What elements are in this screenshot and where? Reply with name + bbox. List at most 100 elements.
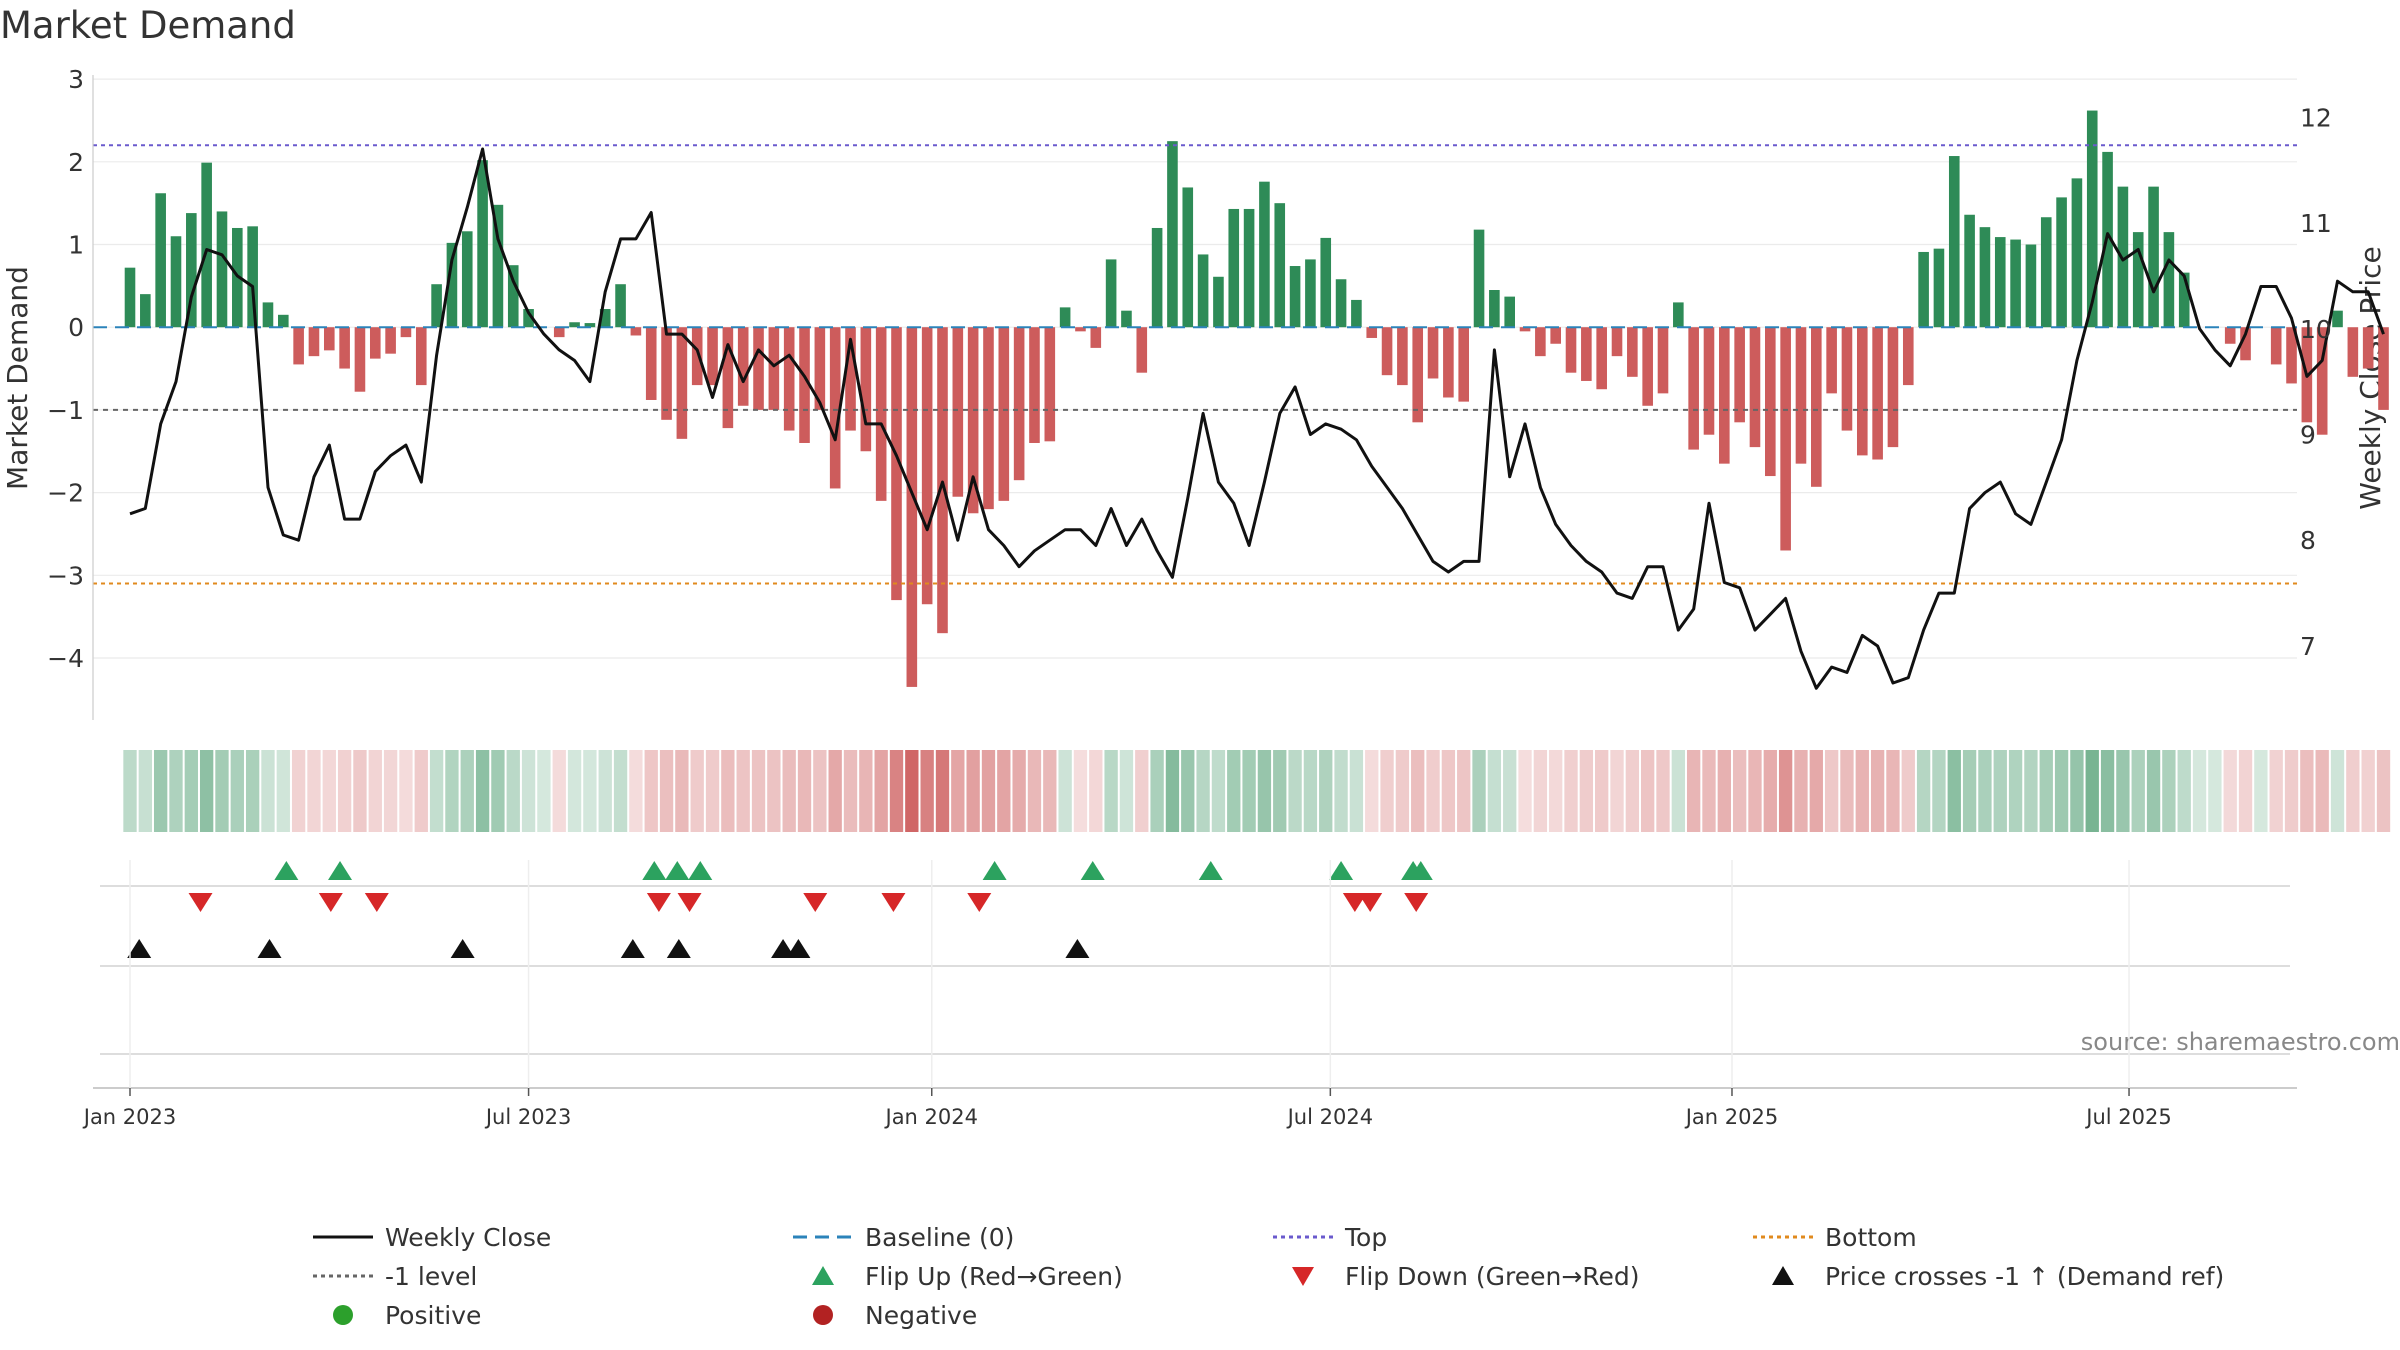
demand-bar-negative	[553, 327, 565, 338]
heat-cell	[1058, 750, 1072, 832]
flip-up-marker	[982, 861, 1007, 880]
demand-bar-positive	[1918, 251, 1929, 328]
flip-down-marker	[1342, 893, 1367, 912]
demand-bar-positive	[1121, 310, 1132, 328]
legend-swatch	[1292, 1267, 1314, 1286]
heat-cell	[567, 750, 582, 832]
demand-bar-negative	[1427, 327, 1439, 379]
heat-cell	[1855, 750, 1869, 832]
demand-bar-positive	[2178, 272, 2190, 328]
heat-cell	[905, 750, 919, 832]
heat-cell	[1319, 750, 1333, 832]
y-tick-label-right: 12	[2300, 103, 2332, 132]
demand-bar-positive	[1504, 296, 1515, 328]
heat-cell	[1089, 750, 1103, 832]
heat-cell	[429, 750, 444, 832]
heat-cell	[1012, 750, 1026, 832]
demand-heat-strip	[123, 750, 2391, 832]
demand-bar-negative	[1044, 327, 1056, 442]
heat-cell	[920, 750, 934, 832]
legend-swatch	[333, 1305, 353, 1325]
demand-bar-positive	[2056, 197, 2067, 328]
heat-cell	[997, 750, 1011, 832]
heat-cell	[874, 750, 888, 832]
x-tick-label: Jul 2023	[484, 1105, 571, 1129]
demand-bar-negative	[1902, 327, 1914, 386]
heat-cell	[721, 750, 735, 832]
reference-lines	[93, 144, 2297, 585]
heat-cell	[2208, 750, 2222, 832]
heat-cell	[1671, 750, 1685, 832]
heat-cell	[705, 750, 720, 832]
heat-cell	[2131, 750, 2145, 832]
demand-bar-negative	[1887, 327, 1899, 448]
heat-cell	[2238, 750, 2253, 832]
y-tick-label-left: −3	[47, 561, 84, 590]
demand-bar-positive	[461, 231, 473, 328]
demand-bar-negative	[707, 327, 718, 386]
demand-bar-negative	[1872, 327, 1883, 460]
heat-cell	[951, 750, 965, 832]
flip-up-marker	[274, 861, 299, 880]
demand-bar-positive	[2071, 178, 2083, 328]
y-tick-label-right: 10	[2300, 315, 2332, 344]
flip-down-marker	[318, 893, 343, 912]
demand-bar-positive	[1259, 181, 1270, 328]
price-cross-marker	[620, 939, 645, 958]
legend-label: Top	[1344, 1223, 1387, 1252]
demand-bar-negative	[308, 327, 320, 357]
demand-bar-negative	[1090, 327, 1102, 348]
heat-cell	[1901, 750, 1915, 832]
legend: Weekly Close Baseline (0) Top Bottom -1 leve…	[313, 1223, 2224, 1330]
demand-bar-negative	[1412, 327, 1424, 423]
heat-cell	[337, 750, 352, 832]
heat-cell	[598, 750, 612, 832]
demand-bar-negative	[952, 327, 964, 497]
demand-bar-negative	[921, 327, 933, 605]
legend-item: Baseline (0)	[793, 1223, 1014, 1252]
demand-bar-negative	[2224, 327, 2236, 344]
heat-cell	[1303, 750, 1318, 832]
heat-cell	[629, 750, 643, 832]
price-cross-marker	[786, 939, 811, 958]
y-axis-left-label: Market Demand	[1, 266, 34, 490]
heat-cell	[2223, 750, 2237, 832]
heat-cell	[1135, 750, 1149, 832]
y-tick-label-right: 7	[2300, 632, 2316, 661]
legend-swatch	[813, 1305, 833, 1325]
flip-down-marker	[364, 893, 389, 912]
flip-up-marker	[328, 861, 353, 880]
demand-bar-negative	[722, 327, 734, 429]
demand-bar-positive	[2025, 244, 2037, 328]
demand-bar-positive	[2086, 110, 2098, 328]
heat-cell	[751, 750, 766, 832]
heat-cell	[537, 750, 551, 832]
demand-bar-negative	[967, 327, 979, 514]
y-tick-label-left: −1	[47, 396, 84, 425]
heat-cell	[2254, 750, 2268, 832]
legend-item: Price crosses -1 ↑ (Demand ref)	[1772, 1262, 2224, 1291]
heat-cell	[123, 750, 137, 832]
heat-cell	[2100, 750, 2115, 832]
heat-cell	[1794, 750, 1808, 832]
demand-bar-positive	[615, 284, 626, 328]
demand-bar-positive	[186, 213, 197, 328]
heat-cell	[1334, 750, 1348, 832]
demand-bar-negative	[983, 327, 994, 510]
demand-bar-positive	[477, 160, 488, 328]
heat-cell	[1150, 750, 1164, 832]
heat-cell	[215, 750, 229, 832]
legend-item: Top	[1273, 1223, 1387, 1252]
heat-cell	[2085, 750, 2099, 832]
demand-bar-positive	[1151, 227, 1163, 328]
demand-bar-positive	[1228, 208, 1240, 328]
demand-bar-negative	[783, 327, 795, 431]
demand-bar-positive	[278, 314, 289, 328]
demand-bar-positive	[140, 294, 151, 328]
heat-cell	[276, 750, 290, 832]
heat-cell	[445, 750, 459, 832]
heat-cell	[843, 750, 858, 832]
demand-bar-negative	[630, 327, 642, 336]
demand-bar-negative	[2240, 327, 2251, 361]
